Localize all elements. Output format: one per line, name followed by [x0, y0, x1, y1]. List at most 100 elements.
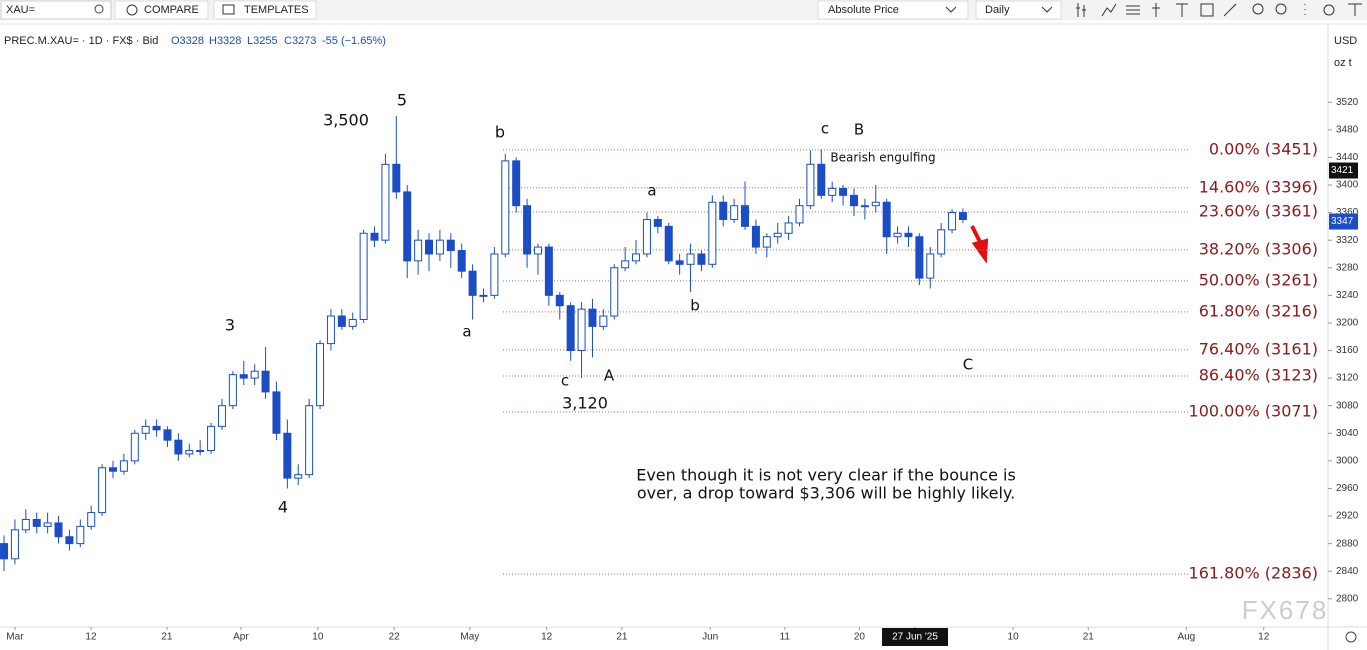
x-tick-label: 20 — [854, 632, 866, 643]
y-tick-label: 2880 — [1336, 538, 1359, 549]
x-tick-label: 22 — [389, 632, 401, 643]
x-tick-label: 21 — [1083, 632, 1095, 643]
x-tick-label: Aug — [1177, 632, 1195, 643]
symbol: XAU= — [6, 4, 35, 16]
search-icon — [94, 4, 104, 14]
candle-body — [882, 201, 891, 238]
candle-body — [806, 163, 815, 207]
x-tick-label: 12 — [1258, 632, 1270, 643]
fib-label: 23.60% (3361) — [1199, 201, 1318, 220]
unit[interactable]: oz t — [1334, 57, 1352, 69]
candle-body — [414, 239, 423, 262]
candle-body — [675, 260, 684, 265]
candle-body — [152, 425, 161, 431]
ohlc-open: O3328 — [171, 35, 204, 47]
annotation: 5 — [397, 91, 407, 110]
candle-body — [65, 536, 74, 545]
candle-body — [261, 370, 270, 393]
compare-button[interactable] — [114, 0, 209, 20]
candle-body — [283, 432, 292, 479]
candle-body — [272, 391, 281, 434]
candle-body — [937, 229, 946, 255]
y-tick-label: 3120 — [1336, 373, 1359, 384]
candle-body — [817, 163, 826, 196]
candle-body — [305, 405, 314, 476]
price-marker-label: 3421 — [1331, 165, 1354, 176]
candle-body — [719, 201, 728, 220]
ohlc-low: L3255 — [247, 35, 278, 47]
candle-body — [98, 467, 107, 514]
y-tick-label: 2960 — [1336, 483, 1359, 494]
annotation: 3,120 — [562, 394, 608, 413]
annotation: b — [495, 123, 505, 142]
x-tick-label: Mar — [6, 632, 24, 643]
candle-body — [294, 474, 303, 479]
x-tick-label: 10 — [312, 632, 324, 643]
candle-body — [381, 163, 390, 241]
candle-body — [109, 467, 118, 472]
candle-body — [43, 522, 52, 527]
candle-body — [228, 374, 237, 407]
candle-body — [130, 432, 139, 462]
x-tick-label: 27 Jun '25 — [892, 632, 938, 643]
y-tick-label: 3240 — [1336, 290, 1359, 301]
candle-body — [185, 450, 194, 455]
templates-button[interactable] — [213, 0, 317, 20]
annotation: C — [963, 356, 973, 374]
candle-body — [860, 205, 869, 208]
fib-label: 14.60% (3396) — [1199, 177, 1318, 196]
compare-icon — [126, 4, 138, 16]
candle-body — [599, 315, 608, 327]
candle-body — [512, 160, 521, 207]
candle-body — [119, 460, 128, 472]
candle-body — [686, 253, 695, 265]
fib-label: 100.00% (3071) — [1189, 401, 1318, 420]
candle-body — [741, 205, 750, 227]
settings-icon[interactable] — [1345, 631, 1357, 643]
candle-body — [326, 315, 335, 345]
candle-body — [501, 160, 510, 255]
y-tick-label: 3400 — [1336, 180, 1359, 191]
candle-body — [577, 308, 586, 352]
symbol-input[interactable] — [0, 0, 112, 20]
candle-body — [76, 525, 85, 545]
x-tick-label: Jun — [702, 632, 718, 643]
currency[interactable]: USD — [1334, 35, 1357, 47]
price-mode-select[interactable] — [817, 0, 969, 20]
compare: COMPARE — [144, 4, 199, 16]
x-tick-label: 10 — [1008, 632, 1020, 643]
candle-body — [403, 191, 412, 262]
fib-label: 86.40% (3123) — [1199, 366, 1318, 385]
annotation: c — [821, 120, 829, 138]
candle-body — [359, 232, 368, 320]
y-tick-label: 3480 — [1336, 124, 1359, 135]
candle-body — [0, 543, 9, 560]
candle-body — [621, 260, 630, 269]
templates-icon — [222, 4, 235, 15]
candle-body — [490, 253, 499, 296]
x-tick-label: 12 — [541, 632, 553, 643]
candle-body — [217, 405, 226, 427]
ohlc-close: C3273 — [284, 35, 316, 47]
candle-body — [207, 425, 216, 452]
candle-body — [664, 225, 673, 262]
candle-body — [54, 522, 63, 538]
candle-body — [784, 222, 793, 234]
interval-select[interactable] — [975, 0, 1062, 20]
fib-label: 161.80% (2836) — [1189, 563, 1318, 582]
x-tick-label: Apr — [233, 632, 249, 643]
candle-body — [697, 253, 706, 265]
annotation: B — [854, 121, 864, 139]
x-tick-label: 21 — [616, 632, 628, 643]
candle-body — [893, 232, 902, 238]
candle-body — [904, 232, 913, 238]
y-tick-label: 3320 — [1336, 235, 1359, 246]
candle-body — [839, 187, 848, 196]
y-tick-label: 3520 — [1336, 97, 1359, 108]
candle-body — [588, 308, 597, 327]
instrument: PREC.M.XAU= · 1D · FX$ · Bid — [4, 35, 158, 47]
price-mode: Absolute Price — [828, 4, 899, 16]
x-tick-highlight — [882, 628, 949, 646]
